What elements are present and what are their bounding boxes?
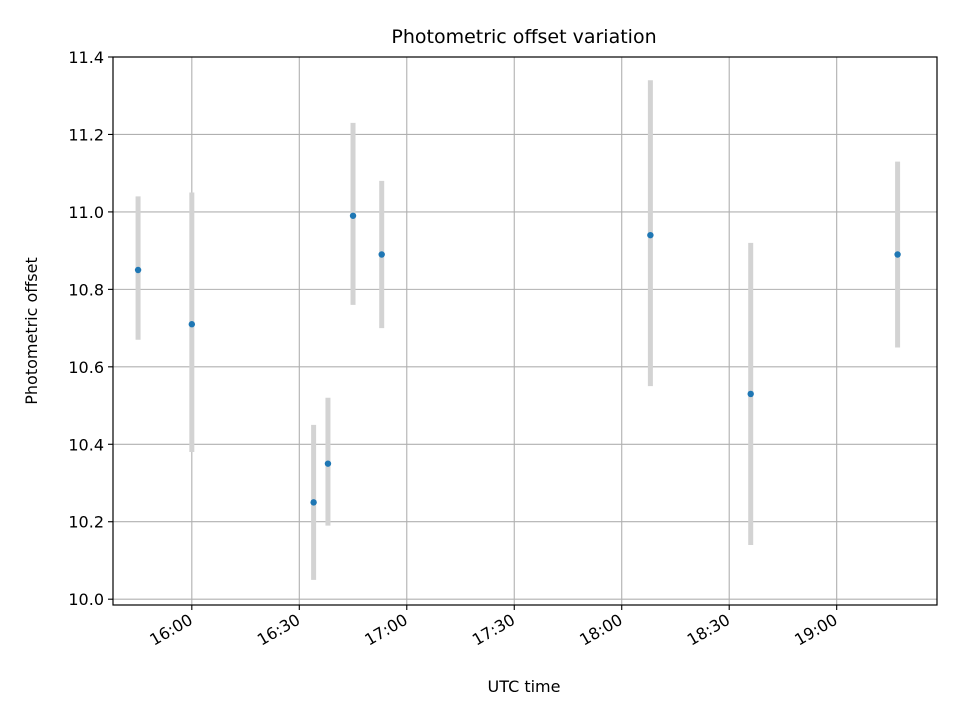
y-axis-label: Photometric offset bbox=[22, 257, 41, 405]
data-point bbox=[324, 460, 332, 467]
plot-frame bbox=[112, 56, 938, 606]
data-point bbox=[188, 321, 196, 328]
data-point bbox=[378, 251, 385, 258]
data-points bbox=[134, 212, 901, 506]
data-point bbox=[310, 499, 317, 506]
y-tick-label: 11.0 bbox=[68, 203, 104, 222]
y-tick-label: 10.8 bbox=[68, 280, 104, 299]
y-tick-label: 11.2 bbox=[68, 125, 104, 144]
data-point bbox=[134, 266, 142, 274]
x-axis-label: UTC time bbox=[488, 677, 561, 696]
y-tick-label: 10.4 bbox=[68, 435, 104, 454]
data-point bbox=[349, 212, 357, 219]
data-point bbox=[894, 251, 901, 258]
grid bbox=[113, 56, 937, 605]
y-tick-label: 10.2 bbox=[68, 513, 104, 532]
data-point bbox=[747, 390, 754, 398]
y-tick-label: 10.0 bbox=[68, 590, 104, 609]
y-tick-label: 10.6 bbox=[68, 358, 104, 377]
data-point bbox=[647, 231, 654, 239]
y-tick-label: 11.4 bbox=[68, 48, 104, 67]
chart-title: Photometric offset variation bbox=[391, 26, 656, 48]
